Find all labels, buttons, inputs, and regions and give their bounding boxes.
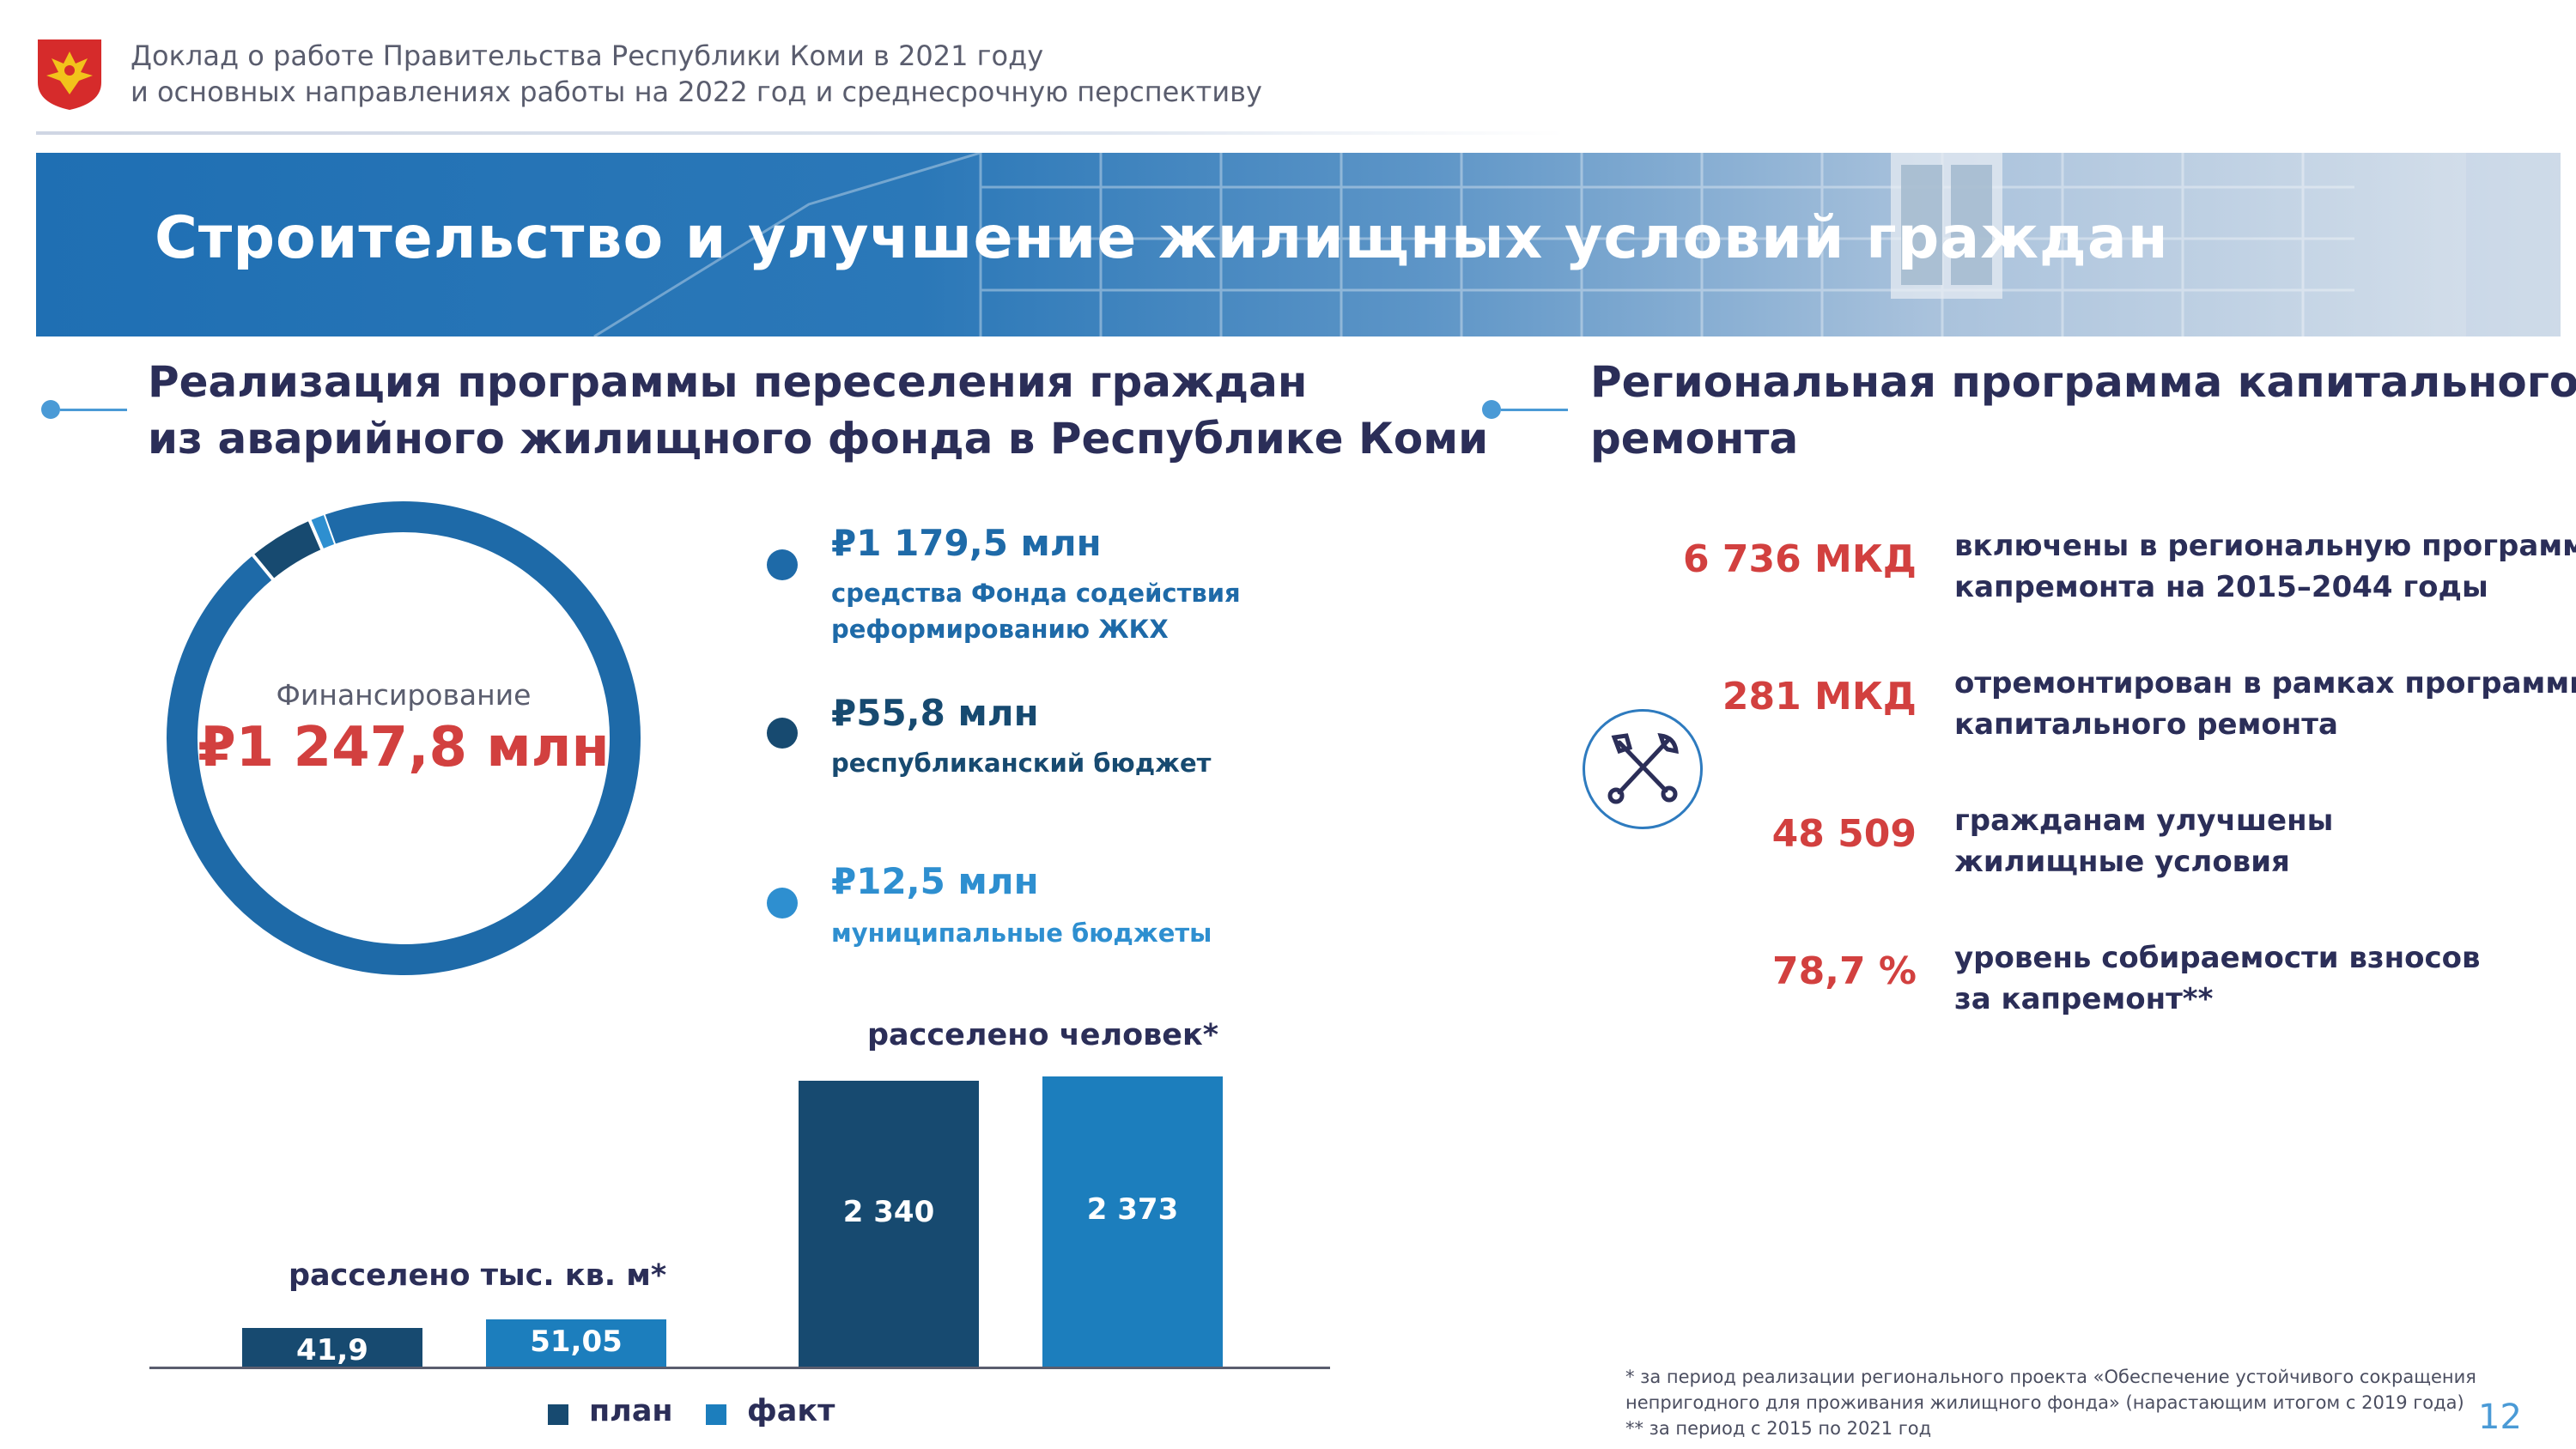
bar-label-people-plan: 2 340 bbox=[842, 1194, 935, 1229]
funding-donut-chart bbox=[167, 501, 641, 975]
legend-fact-swatch bbox=[706, 1404, 726, 1425]
funding-label-municipal: муниципальные бюджеты bbox=[831, 919, 1212, 948]
bar-chart-people-title: расселено человек* bbox=[867, 1018, 1219, 1052]
stat-label-mkd-repaired-line1: отремонтирован в рамках программы bbox=[1954, 666, 2576, 700]
coat-of-arms-icon bbox=[36, 38, 103, 112]
funding-value-republic: ₽55,8 млн bbox=[831, 692, 1039, 734]
donut-separator bbox=[307, 518, 325, 552]
donut-caption: Финансирование bbox=[276, 678, 532, 712]
bar-label-people-fact: 2 373 bbox=[1086, 1192, 1179, 1228]
legend-plan-swatch bbox=[548, 1404, 568, 1425]
stat-value-collection: 78,7 % bbox=[1772, 949, 1917, 993]
funding-label-fund-line1: средства Фонда содействия bbox=[831, 579, 1241, 608]
right-section-title-line2: ремонта bbox=[1590, 414, 1799, 464]
left-section-title-line2: из аварийного жилищного фонда в Республи… bbox=[148, 414, 1489, 464]
stat-label-citizens-line1: гражданам улучшены bbox=[1954, 803, 2334, 838]
stat-value-citizens: 48 509 bbox=[1771, 812, 1917, 856]
donut-slice-municipal bbox=[309, 515, 335, 549]
stat-value-mkd-repaired: 281 МКД bbox=[1722, 675, 1917, 718]
stat-label-collection-line2: за капремонт** bbox=[1954, 982, 2214, 1016]
stat-label-mkd-included-line1: включены в региональную программу bbox=[1954, 529, 2576, 563]
legend-dot-republic bbox=[767, 718, 798, 749]
donut-total: ₽1 247,8 млн bbox=[197, 716, 610, 779]
bar-chart-area-title: расселено тыс. кв. м* bbox=[289, 1258, 667, 1293]
section-bullet-line bbox=[60, 409, 127, 411]
donut-slice-republic bbox=[252, 520, 323, 579]
section-bullet-icon bbox=[41, 400, 60, 419]
left-section-title-line1: Реализация программы переселения граждан bbox=[148, 357, 1308, 407]
bar-label-area-fact: 51,05 bbox=[530, 1324, 623, 1359]
stat-label-mkd-included-line2: капремонта на 2015–2044 годы bbox=[1954, 570, 2488, 604]
footnote-line1: * за период реализации регионального про… bbox=[1625, 1367, 2476, 1387]
bar-label-area-plan: 41,9 bbox=[296, 1332, 368, 1367]
legend-fact-label: факт bbox=[747, 1394, 835, 1428]
banner-title: Строительство и улучшение жилищных услов… bbox=[155, 204, 2169, 272]
building-photo-illustration bbox=[593, 153, 2561, 336]
bar-area-plan bbox=[242, 1327, 422, 1367]
stat-value-mkd-included: 6 736 МКД bbox=[1682, 537, 1917, 581]
bar-people-plan bbox=[799, 1080, 979, 1367]
tools-icon bbox=[1583, 709, 1703, 829]
funding-label-republic: республиканский бюджет bbox=[831, 749, 1212, 778]
legend-plan-label: план bbox=[589, 1394, 673, 1428]
footnote-line2: непригодного для проживания жилищного фо… bbox=[1625, 1392, 2464, 1413]
donut-separator bbox=[250, 552, 276, 582]
donut-slice-fund bbox=[167, 501, 641, 975]
legend-dot-municipal bbox=[767, 888, 798, 919]
bar-chart-baseline bbox=[149, 1367, 1330, 1369]
report-title-line2: и основных направлениях работы на 2022 г… bbox=[131, 76, 1262, 108]
page-number: 12 bbox=[2478, 1397, 2522, 1437]
section-banner bbox=[36, 153, 2561, 336]
funding-value-municipal: ₽12,5 млн bbox=[831, 860, 1039, 902]
funding-label-fund-line2: реформированию ЖКХ bbox=[831, 615, 1169, 644]
stat-label-mkd-repaired-line2: капитального ремонта bbox=[1954, 707, 2338, 742]
section-bullet-line bbox=[1501, 409, 1568, 411]
stat-label-collection-line1: уровень собираемости взносов bbox=[1954, 941, 2481, 975]
bar-area-fact bbox=[486, 1319, 666, 1367]
report-title-line1: Доклад о работе Правительства Республики… bbox=[131, 39, 1044, 72]
right-section-title-line1: Региональная программа капитального bbox=[1590, 357, 2576, 407]
section-bullet-icon bbox=[1482, 400, 1501, 419]
funding-value-fund: ₽1 179,5 млн bbox=[831, 522, 1102, 564]
bar-people-fact bbox=[1042, 1076, 1223, 1367]
header-divider bbox=[36, 131, 1564, 135]
footnote-line3: ** за период с 2015 по 2021 год bbox=[1625, 1418, 1932, 1439]
stat-label-citizens-line2: жилищные условия bbox=[1954, 845, 2290, 879]
legend-dot-fund bbox=[767, 549, 798, 580]
